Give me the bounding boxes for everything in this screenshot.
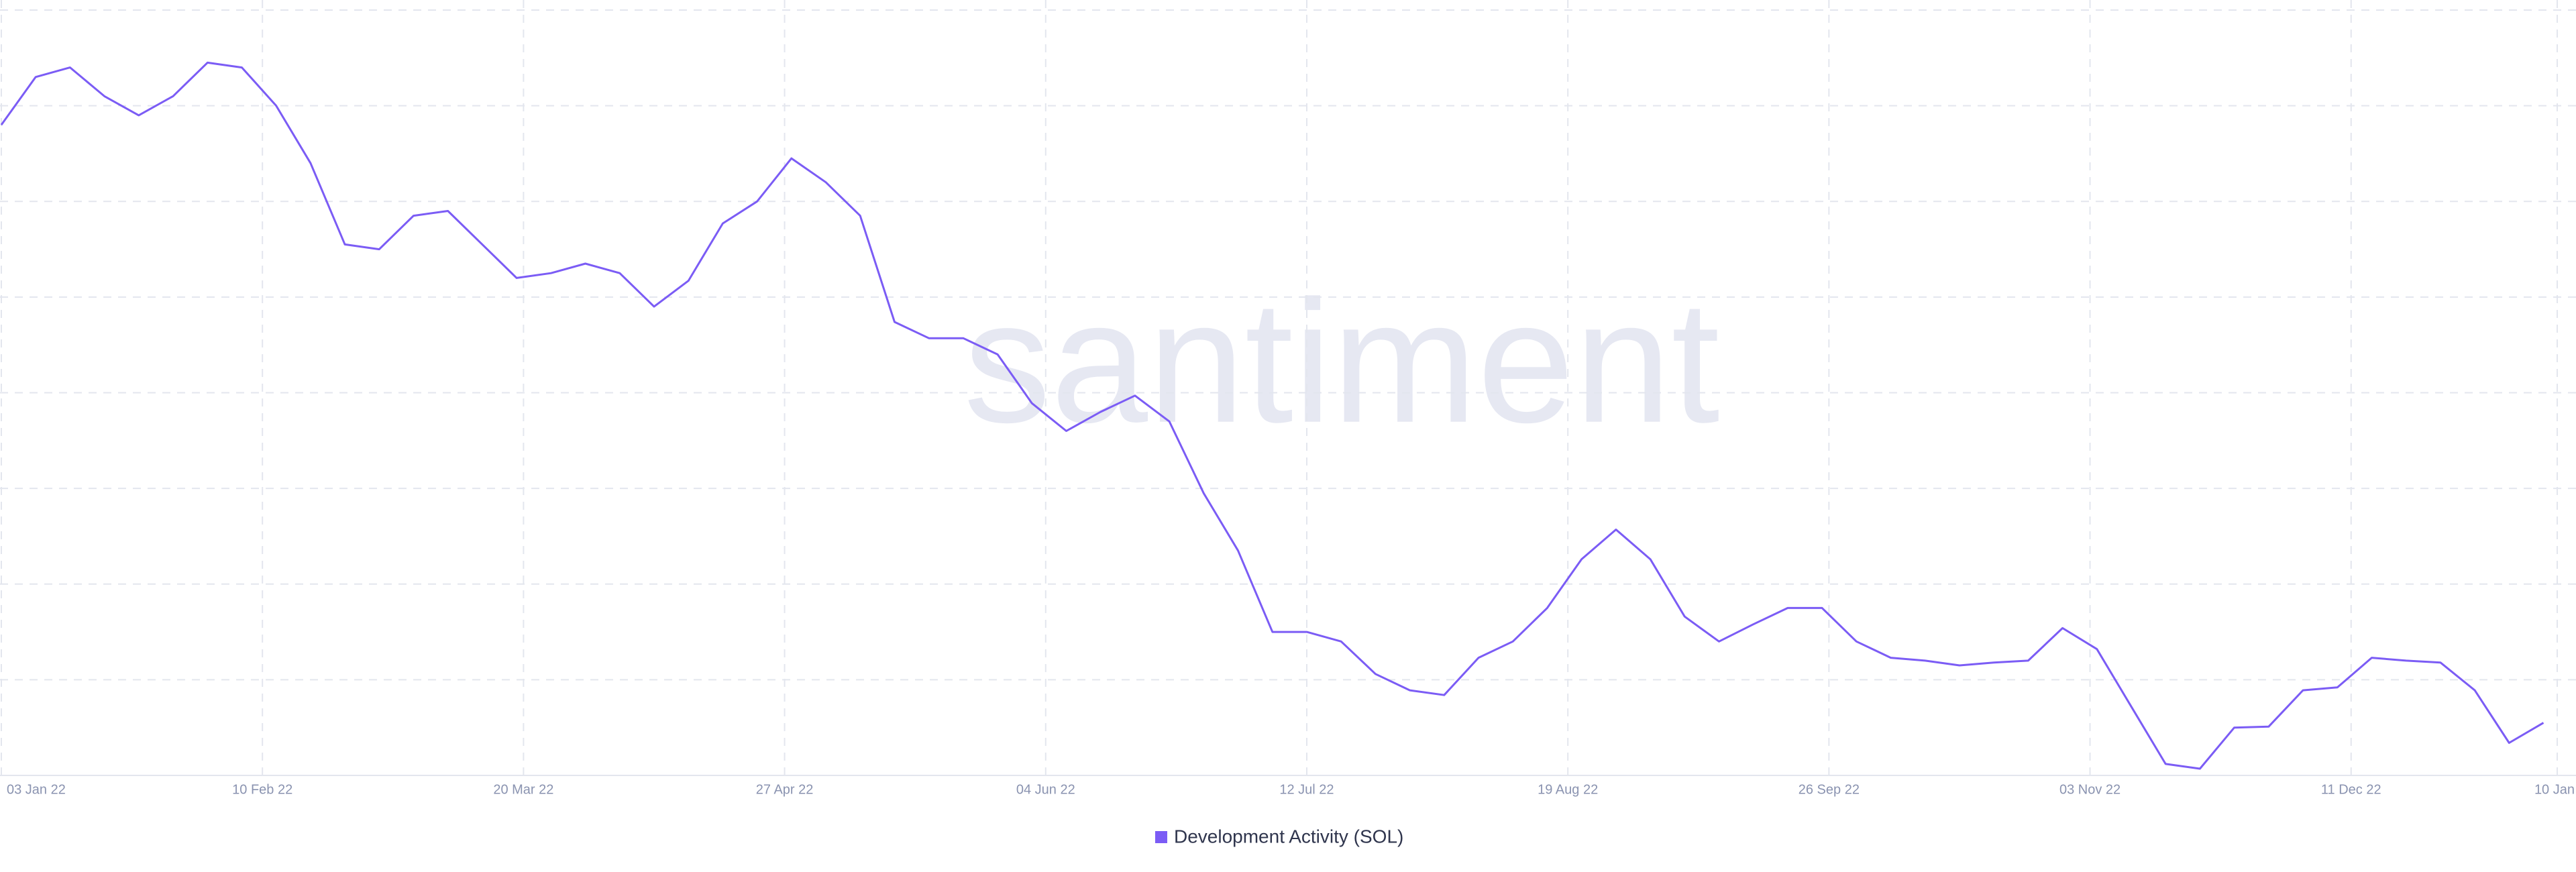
x-tick-label: 20 Mar 22 xyxy=(493,782,553,797)
watermark: santiment xyxy=(963,265,1720,459)
x-tick-label: 27 Apr 22 xyxy=(756,782,814,797)
data-line xyxy=(0,61,2544,770)
x-tick-label: 03 Jan 22 xyxy=(7,782,66,797)
x-tick-label: 26 Sep 22 xyxy=(1799,782,1860,797)
x-tick-label: 03 Nov 22 xyxy=(2059,782,2121,797)
legend-label: Development Activity (SOL) xyxy=(1174,826,1403,847)
x-tick-label: 10 Jan xyxy=(2534,782,2575,797)
legend-swatch xyxy=(1155,831,1167,843)
x-tick-label: 04 Jun 22 xyxy=(1016,782,1075,797)
x-tick-label: 11 Dec 22 xyxy=(2321,782,2381,797)
x-tick-label: 19 Aug 22 xyxy=(1538,782,1598,797)
x-tick-label: 12 Jul 22 xyxy=(1279,782,1334,797)
x-tick-label: 10 Feb 22 xyxy=(232,782,292,797)
